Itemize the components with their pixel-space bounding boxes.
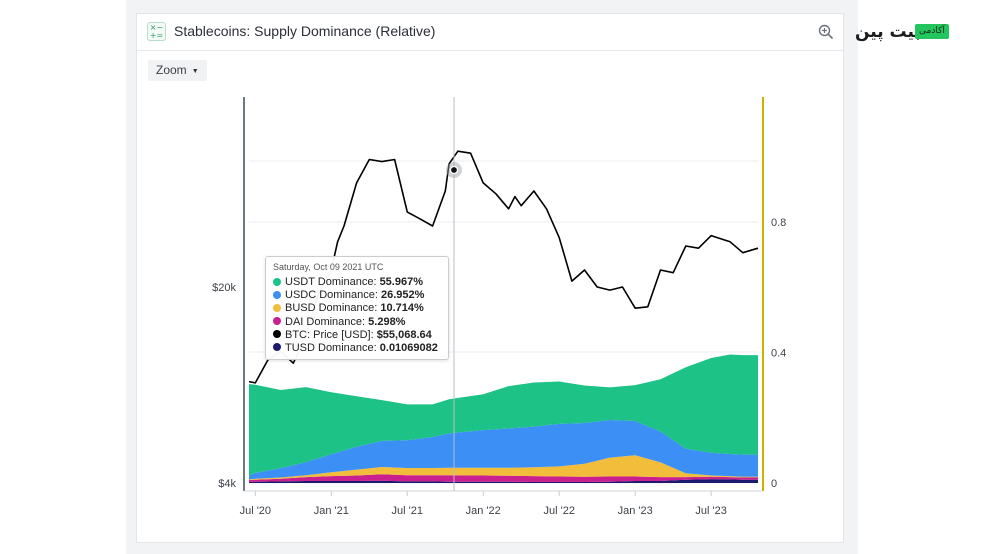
y-left-tick-label: $20k xyxy=(212,282,236,294)
x-tick-label: Jan '22 xyxy=(466,505,501,517)
brand-badge: آکادمی xyxy=(915,24,949,39)
tick-labels: Jul '20 Jan '21 Jul '21 Jan '22 Jul '22 Jan '… xyxy=(212,217,786,517)
usdc-dominance-area xyxy=(249,420,758,480)
y-right-tick-label: 0.8 xyxy=(771,217,786,229)
chart-title: Stablecoins: Supply Dominance (Relative) xyxy=(174,23,436,39)
x-tick-label: Jul '22 xyxy=(543,505,574,517)
x-tick-label: Jul '20 xyxy=(240,505,271,517)
tooltip-value: 26.952% xyxy=(380,289,425,302)
legend-dot-icon xyxy=(273,290,281,299)
tooltip-label: DAI Dominance: xyxy=(285,315,369,328)
tooltip-value: 0.01069082 xyxy=(379,341,438,354)
axes xyxy=(243,97,764,492)
tooltip-value: 5.298% xyxy=(368,315,406,328)
tooltip-label: TUSD Dominance: xyxy=(285,341,380,354)
y-right-tick-label: 0.4 xyxy=(771,348,786,360)
x-tick-label: Jan '23 xyxy=(618,505,653,517)
card-header: ×− += Stablecoins: Supply Dominance (Rela… xyxy=(137,14,843,51)
zoom-label: Zoom xyxy=(156,63,187,77)
legend-dot-icon xyxy=(273,303,281,312)
tooltip-row: DAI Dominance: 5.298% xyxy=(273,316,441,329)
zoom-in-icon[interactable] xyxy=(817,23,835,41)
hover-marker xyxy=(446,162,462,178)
tooltip-label: BTC: Price [USD]: xyxy=(285,328,377,341)
tooltip-row: USDT Dominance: 55.967% xyxy=(273,276,441,289)
legend-dot-icon xyxy=(273,343,281,352)
legend-dot-icon xyxy=(273,317,281,326)
tooltip-label: USDC Dominance: xyxy=(285,289,381,302)
brand-logo: بیت پین آکادمی xyxy=(855,21,961,43)
x-tick-label: Jan '21 xyxy=(314,505,349,517)
tooltip-row: BUSD Dominance: 10.714% xyxy=(273,302,441,315)
y-right-tick-label: 0 xyxy=(771,478,777,490)
x-tick-label: Jul '21 xyxy=(392,505,423,517)
legend-dot-icon xyxy=(273,330,281,339)
tooltip-label: USDT Dominance: xyxy=(285,276,380,288)
tooltip-value: $55,068.64 xyxy=(376,328,432,341)
caret-down-icon: ▼ xyxy=(191,68,199,75)
tooltip-label: BUSD Dominance: xyxy=(285,302,381,315)
dai-dominance-area xyxy=(249,474,758,482)
usdt-dominance-area xyxy=(249,354,758,476)
tooltip-value: 10.714% xyxy=(380,302,424,315)
zoom-dropdown[interactable]: Zoom ▼ xyxy=(148,60,207,81)
tusd-dominance-area xyxy=(249,479,758,483)
stacked-areas xyxy=(249,354,758,483)
y-left-tick-label: $4k xyxy=(218,478,236,490)
chart-metric-icon: ×− += xyxy=(147,22,166,41)
tooltip-date: Saturday, Oct 09 2021 UTC xyxy=(273,262,384,272)
tooltip-row: USDC Dominance: 26.952% xyxy=(273,289,441,302)
tooltip-rows: USDT Dominance: 55.967% USDC Dominance: 2… xyxy=(273,276,441,355)
tooltip-row: BTC: Price [USD]: $55,068.64 xyxy=(273,329,441,342)
chart-tooltip: Saturday, Oct 09 2021 UTC USDT Dominance… xyxy=(265,256,449,360)
tooltip-row: TUSD Dominance: 0.01069082 xyxy=(273,342,441,355)
brand-name: بیت پین xyxy=(855,22,921,42)
tooltip-value: 55.967% xyxy=(379,276,423,288)
x-tick-label: Jul '23 xyxy=(695,505,726,517)
legend-dot-icon xyxy=(273,277,281,286)
